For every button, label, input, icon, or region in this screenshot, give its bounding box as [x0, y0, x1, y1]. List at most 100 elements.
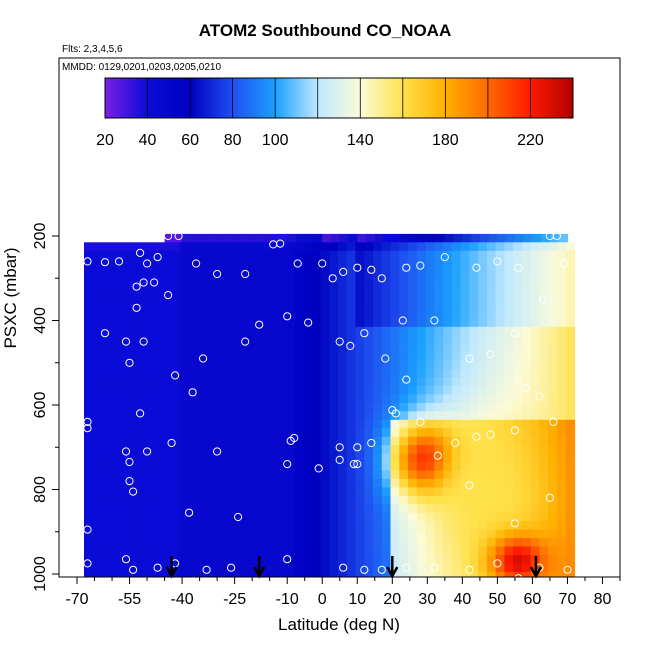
heatmap-cell [478, 419, 488, 429]
heatmap-cell [206, 284, 216, 294]
heatmap-cell [399, 369, 409, 379]
heatmap-cell [127, 453, 138, 463]
heatmap-cell [136, 301, 146, 311]
heatmap-cell [250, 419, 260, 429]
heatmap-cell [530, 293, 541, 302]
heatmap-cell [504, 563, 514, 573]
heatmap-cell [250, 360, 260, 370]
heatmap-cell [513, 555, 523, 565]
heatmap-cell [189, 411, 199, 421]
heatmap-cell [162, 352, 173, 362]
heatmap-cell [241, 563, 252, 573]
heatmap-cell [101, 411, 111, 421]
heatmap-cell [469, 250, 479, 260]
heatmap-cell [434, 521, 444, 531]
heatmap-cell [189, 335, 199, 345]
heatmap-cell [504, 538, 514, 548]
heatmap-cell [364, 512, 374, 522]
heatmap-cell [276, 386, 287, 395]
heatmap-cell [355, 326, 365, 336]
x-tick-label: 20 [383, 591, 401, 608]
heatmap-cell [364, 453, 374, 463]
heatmap-cell [355, 470, 365, 480]
heatmap-cell [495, 436, 505, 446]
heatmap-cell [399, 343, 409, 353]
heatmap-cell [530, 436, 541, 446]
heatmap-cell [513, 293, 523, 302]
heatmap-cell [197, 521, 208, 531]
heatmap-cell [460, 495, 470, 505]
heatmap-cell [364, 242, 374, 252]
heatmap-cell [364, 428, 374, 438]
heatmap-cell [329, 462, 339, 471]
heatmap-cell [154, 555, 164, 565]
heatmap-cell [408, 242, 418, 252]
heatmap-cell [486, 470, 497, 480]
heatmap-cell [539, 360, 549, 370]
heatmap-cell [145, 470, 155, 480]
heatmap-cell [530, 411, 541, 421]
heatmap-cell [189, 428, 199, 438]
heatmap-cell [364, 335, 374, 345]
heatmap-cell [294, 436, 304, 446]
heatmap-cell [348, 233, 358, 243]
heatmap-cell [136, 377, 146, 387]
heatmap-cell [329, 487, 339, 497]
heatmap-cell [127, 555, 138, 565]
heatmap-cell [355, 436, 365, 446]
heatmap-cell [556, 326, 567, 336]
heatmap-cell [329, 335, 339, 345]
colorbar-tick-label: 180 [432, 132, 459, 149]
heatmap-cell [232, 538, 243, 548]
heatmap-cell [171, 352, 181, 362]
heatmap-cell [346, 555, 357, 565]
heatmap-cell [338, 411, 348, 421]
heatmap-cell [119, 495, 129, 505]
heatmap-cell [206, 445, 216, 455]
heatmap-cell [267, 538, 278, 548]
heatmap-cell [443, 377, 453, 387]
heatmap-cell [425, 546, 435, 556]
heatmap-cell [232, 284, 243, 294]
heatmap-cell [453, 233, 463, 243]
heatmap-cell [171, 419, 181, 429]
heatmap-cell [136, 487, 146, 497]
heatmap-cell [171, 386, 181, 395]
heatmap-cell [556, 470, 567, 480]
x-tick-label: 0 [318, 591, 327, 608]
heatmap-cell [285, 343, 295, 353]
heatmap-cell [548, 504, 558, 514]
heatmap-cell [84, 445, 94, 455]
heatmap-cell [409, 233, 420, 243]
heatmap-cell [189, 555, 199, 565]
heatmap-cell [504, 436, 514, 446]
heatmap-cell [408, 571, 418, 577]
heatmap-cell [504, 259, 514, 269]
heatmap-cell [373, 504, 383, 514]
heatmap-cell [197, 309, 208, 319]
heatmap-cell [495, 512, 505, 522]
sample-point [283, 460, 292, 469]
heatmap-cell [276, 478, 287, 488]
heatmap-cell [486, 369, 497, 379]
heatmap-cell [232, 352, 243, 362]
heatmap-cell [408, 284, 418, 294]
heatmap-cell [346, 293, 357, 302]
heatmap-cell [180, 453, 190, 463]
heatmap-cell [311, 284, 322, 294]
heatmap-cell [154, 343, 164, 353]
heatmap-cell [355, 487, 365, 497]
sample-point [493, 559, 502, 568]
heatmap-cell [495, 318, 505, 328]
heatmap-cell [303, 377, 313, 387]
heatmap-cell [267, 259, 278, 269]
heatmap-cell [180, 301, 190, 311]
heatmap-cell [285, 267, 295, 277]
heatmap-cell [425, 301, 435, 311]
heatmap-cell [320, 555, 330, 565]
heatmap-cell [320, 293, 330, 302]
heatmap-cell [556, 343, 567, 353]
heatmap-cell [92, 411, 103, 421]
heatmap-cell [232, 563, 243, 573]
heatmap-cell [478, 318, 488, 328]
